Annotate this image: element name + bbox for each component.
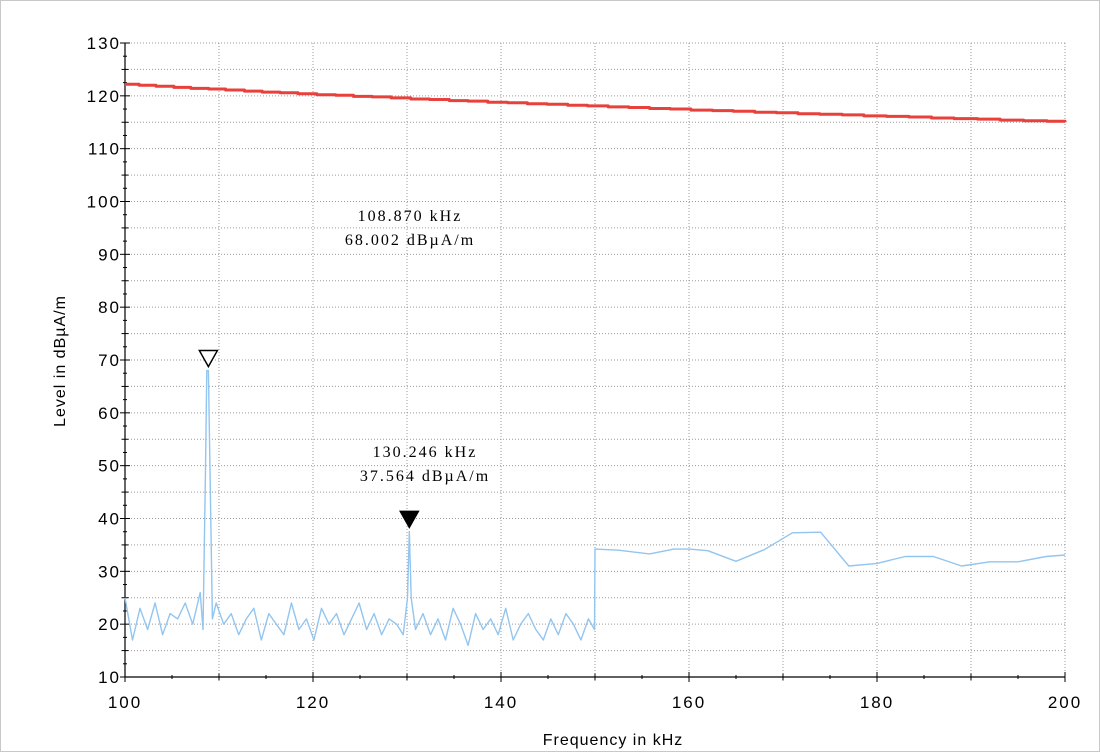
- y-tick-label: 40: [98, 510, 121, 529]
- x-tick-label: 180: [860, 693, 894, 712]
- y-tick-label: 100: [87, 193, 121, 212]
- marker-frequency-label: 130.246 kHz: [373, 444, 478, 461]
- marker-level-label: 68.002 dBµA/m: [345, 232, 475, 249]
- y-tick-label: 30: [98, 562, 121, 581]
- y-tick-label: 60: [98, 404, 121, 423]
- measurement-line: [124, 369, 1066, 646]
- y-tick-label: 70: [98, 351, 121, 370]
- marker-frequency-label: 108.870 kHz: [358, 208, 463, 225]
- x-axis-title: Frequency in kHz: [543, 732, 684, 749]
- grid: [125, 42, 1066, 677]
- limit-line: [125, 82, 1067, 123]
- marker-level-label: 37.564 dBµA/m: [360, 468, 490, 485]
- x-tick-label: 140: [484, 693, 518, 712]
- y-axis-title: Level in dBµA/m: [52, 295, 69, 427]
- x-tick-label: 100: [108, 693, 142, 712]
- y-tick-label: 120: [87, 87, 121, 106]
- marker-filled-triangle: [399, 510, 420, 529]
- y-tick-label: 10: [98, 668, 121, 687]
- marker-open-triangle: [198, 349, 219, 369]
- x-tick-label: 200: [1048, 693, 1082, 712]
- y-tick-label: 20: [98, 615, 121, 634]
- y-tick-label: 90: [98, 245, 121, 264]
- axes: 10 20 30 40 50 60 70 80 90 100 110 120 130 100 120 140 1…: [87, 34, 1082, 712]
- y-tick-label: 80: [98, 298, 121, 317]
- markers: 108.870 kHz 68.002 dBµA/m 130.246 kHz 37.56…: [198, 208, 490, 529]
- x-tick-label: 160: [672, 693, 706, 712]
- x-tick-label: 120: [296, 693, 330, 712]
- y-tick-label: 130: [87, 34, 121, 53]
- y-tick-label: 50: [98, 457, 121, 476]
- series: [124, 82, 1067, 646]
- y-tick-label: 110: [88, 140, 121, 159]
